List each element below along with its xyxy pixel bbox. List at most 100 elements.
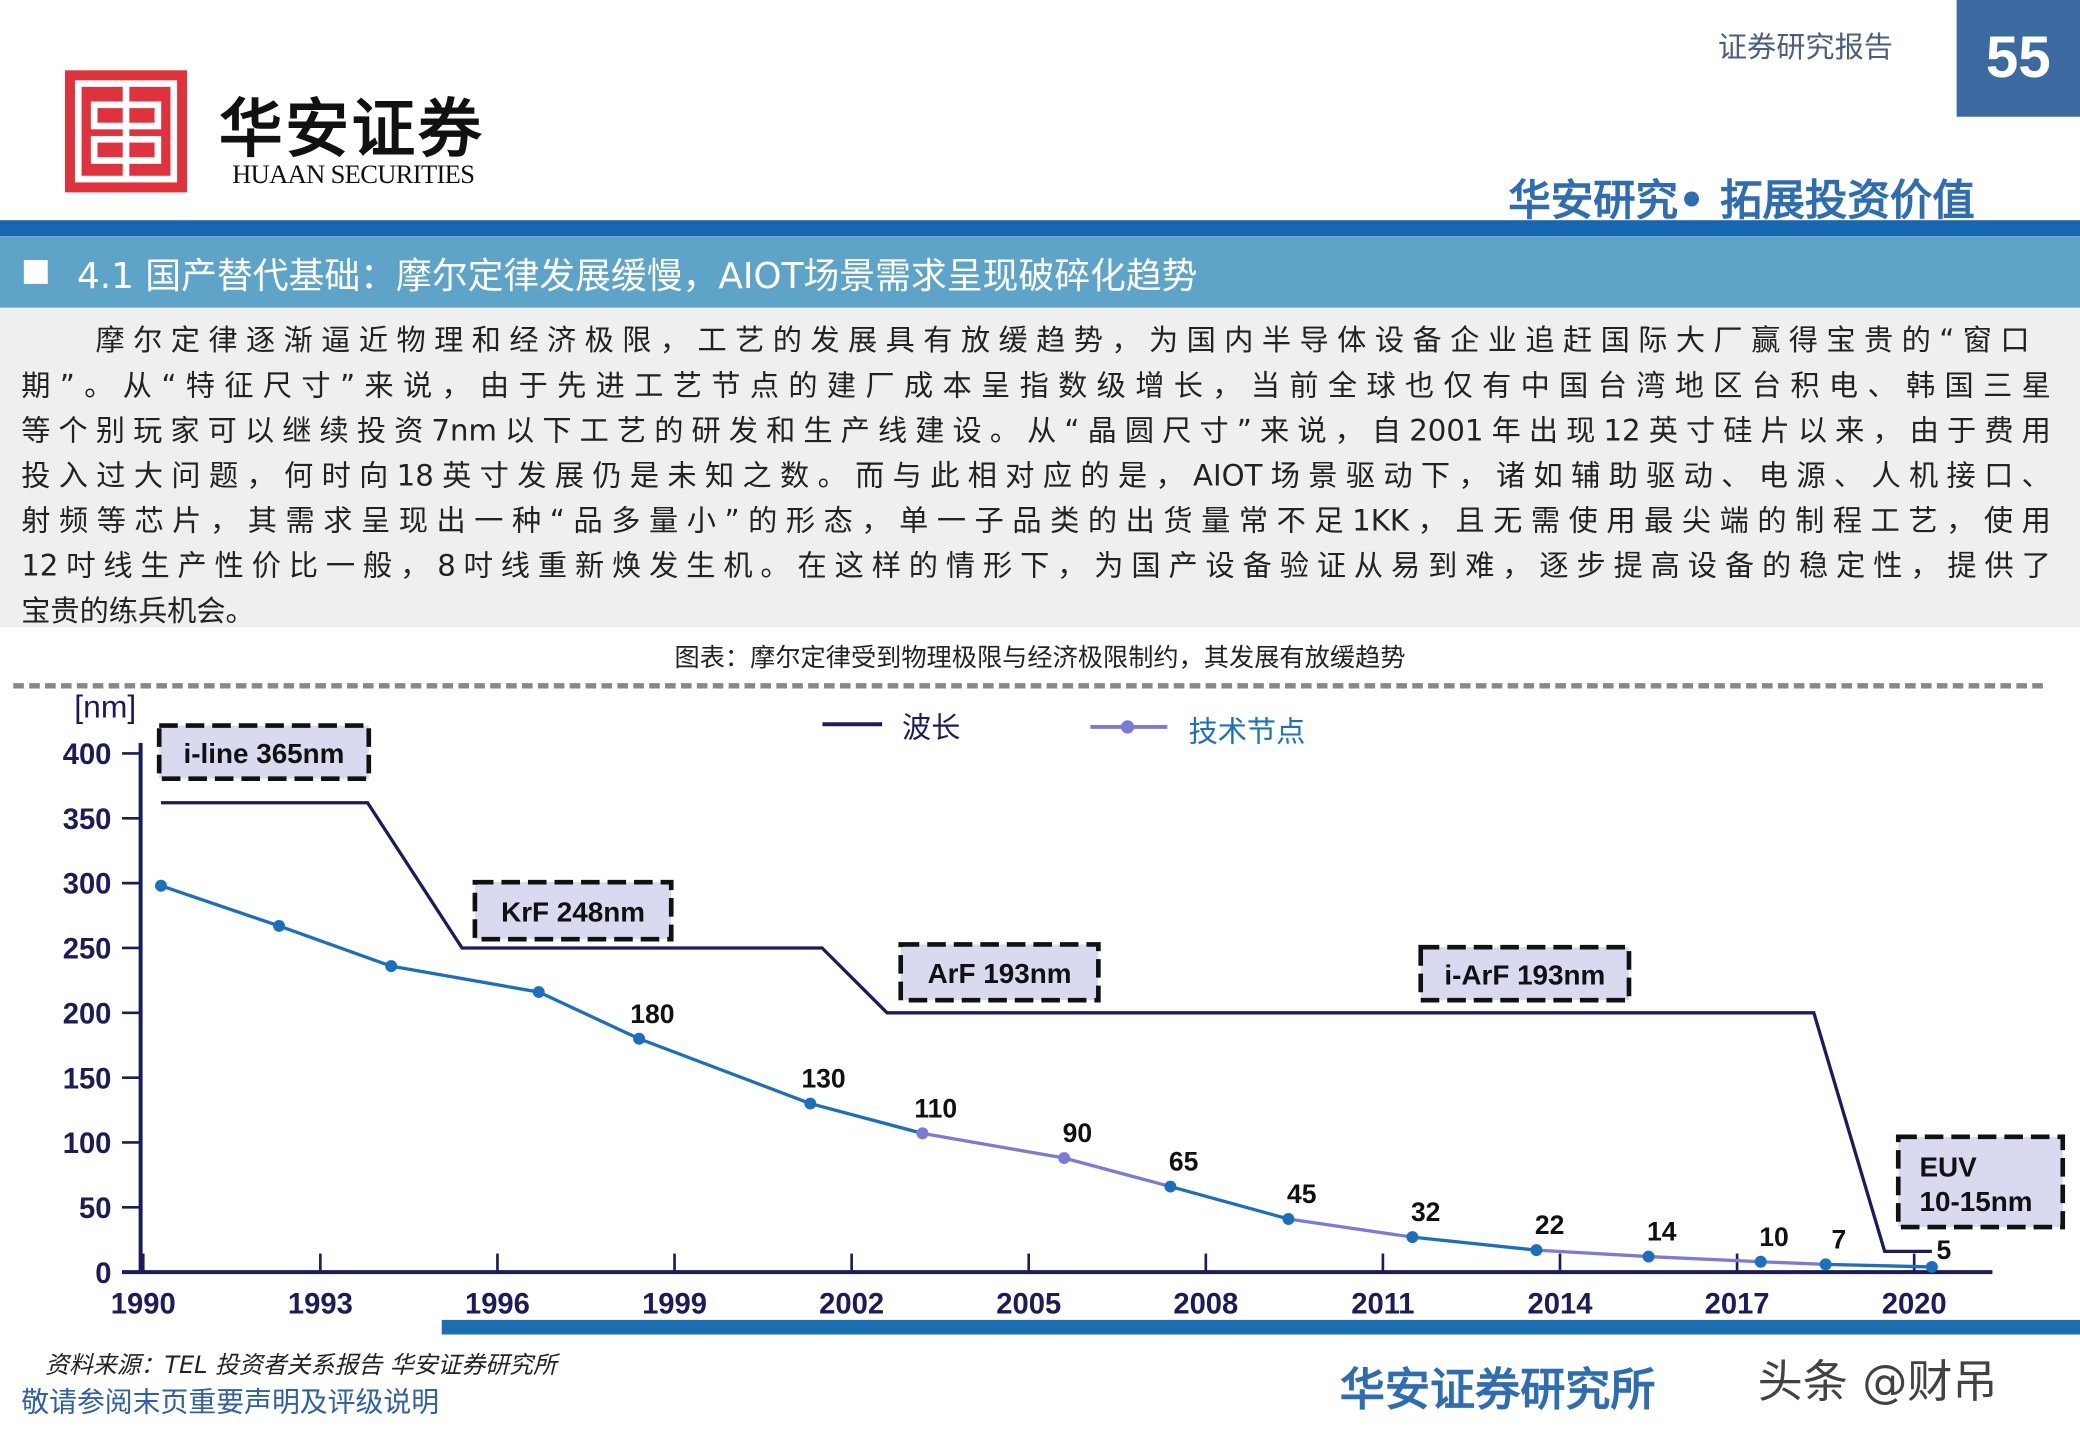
- caption-divider: [13, 683, 2043, 689]
- annotation-box: [1418, 944, 1632, 1003]
- y-tick-label: 250: [63, 934, 112, 966]
- body-paragraph: 摩尔定律逐渐逼近物理和经济极限，工艺的发展具有放缓趋势，为国内半导体设备企业追赶…: [0, 307, 2080, 629]
- x-tick-label: 2011: [1351, 1288, 1414, 1320]
- section-title: 4.1 国产替代基础：摩尔定律发展缓慢，AIOT场景需求呈现破碎化趋势: [76, 255, 1198, 297]
- node-segment: [1648, 1254, 1761, 1264]
- x-tick-label: 2017: [1705, 1288, 1770, 1320]
- body-line: 等个别玩家可以继续投资7nm以下工艺的研发和生产线建设。从“晶圆尺寸”来说，自2…: [21, 415, 2051, 449]
- node-point: [532, 986, 545, 999]
- legend-node-label: 技术节点: [1189, 716, 1306, 749]
- node-point: [1754, 1255, 1767, 1268]
- report-type: 证券研究报告: [1717, 31, 1893, 65]
- logo-text-cn: 华安证券: [218, 92, 485, 168]
- node-segment: [1760, 1260, 1826, 1267]
- node-data-label: 180: [630, 999, 674, 1029]
- figure-caption: 图表：摩尔定律受到物理极限与经济极限制约，其发展有放缓趋势: [674, 643, 1406, 673]
- node-point: [1819, 1258, 1832, 1271]
- node-data-label: 14: [1647, 1217, 1677, 1247]
- node-point: [155, 879, 167, 892]
- node-segment: [538, 990, 640, 1041]
- node-data-label: 10: [1759, 1222, 1789, 1252]
- node-point: [1164, 1180, 1177, 1193]
- x-tick-label: 2020: [1882, 1288, 1947, 1320]
- y-tick-label: 150: [63, 1063, 112, 1095]
- node-point: [273, 919, 286, 932]
- body-line: 投入过大问题，何时向18英寸发展仍是未知之数。而与此相对应的是，AIOT场景驱动…: [21, 460, 2051, 494]
- x-tick-label: 2014: [1528, 1288, 1594, 1320]
- node-segment: [1412, 1235, 1537, 1252]
- node-data-label: 32: [1411, 1197, 1441, 1227]
- logo-icon: [64, 70, 188, 193]
- node-point: [1058, 1152, 1071, 1165]
- page-number: 55: [1956, 0, 2080, 117]
- annotation-label: i-line 365nm: [184, 738, 345, 769]
- node-data-label: 7: [1832, 1224, 1847, 1254]
- node-point: [1406, 1231, 1419, 1244]
- x-tick-label: 2008: [1173, 1288, 1238, 1320]
- x-tick-label: 2002: [819, 1288, 884, 1320]
- node-segment: [1288, 1217, 1413, 1239]
- node-point: [1642, 1250, 1655, 1263]
- node-point: [633, 1032, 646, 1045]
- x-tick-label: 1993: [288, 1288, 353, 1320]
- legend: 波长 技术节点: [822, 712, 1305, 749]
- node-segment: [922, 1131, 1065, 1160]
- footer-bar: [441, 1319, 2080, 1335]
- node-data-label: 22: [1535, 1210, 1565, 1240]
- node-point: [385, 960, 398, 973]
- node-segment: [638, 1037, 811, 1106]
- node-data-label: 5: [1936, 1235, 1951, 1265]
- wavelength-line: [160, 801, 1932, 1254]
- node-point: [1925, 1260, 1938, 1273]
- x-tick-label: 1996: [465, 1288, 530, 1320]
- y-tick-label: 50: [79, 1193, 111, 1225]
- x-tick-label: 2005: [996, 1288, 1061, 1320]
- node-data-label: 65: [1169, 1147, 1199, 1177]
- source-note: 资料来源：TEL 投资者关系报告 华安证券研究所: [45, 1351, 557, 1380]
- footer-brand: 华安证券研究所: [1339, 1363, 1656, 1417]
- node-segment: [1169, 1184, 1289, 1221]
- node-data-label: 45: [1287, 1179, 1317, 1209]
- annotation-label: ArF 193nm: [928, 958, 1072, 989]
- node-data-label: 130: [801, 1064, 845, 1094]
- y-tick-label: 0: [95, 1258, 111, 1290]
- legend-wavelength-label: 波长: [902, 712, 960, 745]
- header-divider: [0, 220, 2080, 237]
- body-line: 期”。从“特征尺寸”来说，由于先进工艺节点的建厂成本呈指数级增长，当前全球也仅有…: [21, 370, 2051, 404]
- square-bullet-icon: [23, 259, 48, 284]
- node-segment: [160, 884, 280, 928]
- y-tick-label: 300: [63, 869, 112, 901]
- node-segment: [1063, 1156, 1171, 1189]
- legend-node-marker: [1120, 720, 1135, 734]
- node-data-label: 110: [914, 1093, 957, 1123]
- annotation-label: KrF 248nm: [501, 896, 645, 927]
- node-point: [1530, 1244, 1543, 1257]
- node-point: [916, 1127, 929, 1140]
- body-line: 摩尔定律逐渐逼近物理和经济极限，工艺的发展具有放缓趋势，为国内半导体设备企业追赶…: [95, 324, 2030, 359]
- node-data-label: 90: [1063, 1118, 1093, 1148]
- annotation-label: 10-15nm: [1919, 1186, 2032, 1217]
- watermark: 头条 @财吊: [1757, 1355, 1998, 1409]
- body-line: 射频等芯片，其需求呈现出一种“品多量小”的形态，单一子品类的出货量常不足1KK，…: [21, 505, 2051, 539]
- y-tick-label: 100: [63, 1128, 112, 1160]
- node-segment: [1536, 1248, 1649, 1259]
- annotation-box: [156, 723, 372, 781]
- node-point: [804, 1097, 817, 1110]
- y-axis-label: [nm]: [74, 689, 136, 725]
- node-point: [1282, 1213, 1295, 1225]
- body-line: 宝贵的练兵机会。: [21, 595, 255, 629]
- annotation-label: i-ArF 193nm: [1444, 959, 1605, 990]
- slogan: 华安研究• 拓展投资价值: [1508, 175, 1975, 226]
- annotation-box: [1895, 1134, 2066, 1230]
- logo-text-en: HUAAN SECURITIES: [232, 160, 475, 190]
- disclaimer-link[interactable]: 敬请参阅末页重要声明及评级说明: [21, 1386, 440, 1419]
- x-tick-label: 1999: [642, 1288, 707, 1320]
- y-tick-label: 400: [63, 739, 112, 771]
- x-tick-label: 1990: [111, 1288, 176, 1320]
- y-tick-label: 350: [63, 804, 112, 836]
- annotation-box: [898, 942, 1101, 1003]
- node-segment: [278, 924, 392, 968]
- annotation-box: [472, 879, 674, 942]
